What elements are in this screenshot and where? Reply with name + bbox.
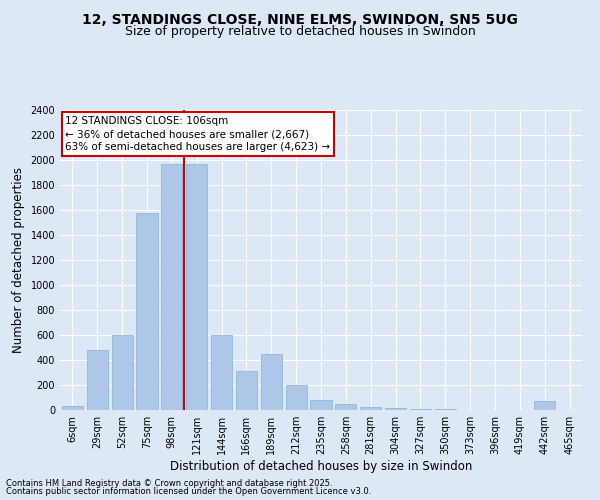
Bar bbox=[136, 212, 158, 410]
Bar bbox=[385, 408, 406, 410]
Bar bbox=[261, 354, 282, 410]
Bar bbox=[310, 400, 332, 410]
Bar bbox=[335, 404, 356, 410]
Bar bbox=[62, 406, 83, 410]
Bar bbox=[186, 164, 207, 410]
X-axis label: Distribution of detached houses by size in Swindon: Distribution of detached houses by size … bbox=[170, 460, 472, 473]
Bar bbox=[161, 164, 182, 410]
Bar bbox=[410, 409, 431, 410]
Bar bbox=[360, 407, 381, 410]
Bar bbox=[87, 350, 108, 410]
Bar bbox=[112, 335, 133, 410]
Bar bbox=[286, 385, 307, 410]
Text: 12 STANDINGS CLOSE: 106sqm
← 36% of detached houses are smaller (2,667)
63% of s: 12 STANDINGS CLOSE: 106sqm ← 36% of deta… bbox=[65, 116, 331, 152]
Text: 12, STANDINGS CLOSE, NINE ELMS, SWINDON, SN5 5UG: 12, STANDINGS CLOSE, NINE ELMS, SWINDON,… bbox=[82, 12, 518, 26]
Text: Contains HM Land Registry data © Crown copyright and database right 2025.: Contains HM Land Registry data © Crown c… bbox=[6, 478, 332, 488]
Text: Size of property relative to detached houses in Swindon: Size of property relative to detached ho… bbox=[125, 25, 475, 38]
Bar bbox=[211, 335, 232, 410]
Bar bbox=[534, 400, 555, 410]
Bar bbox=[236, 371, 257, 410]
Y-axis label: Number of detached properties: Number of detached properties bbox=[12, 167, 25, 353]
Text: Contains public sector information licensed under the Open Government Licence v3: Contains public sector information licen… bbox=[6, 487, 371, 496]
